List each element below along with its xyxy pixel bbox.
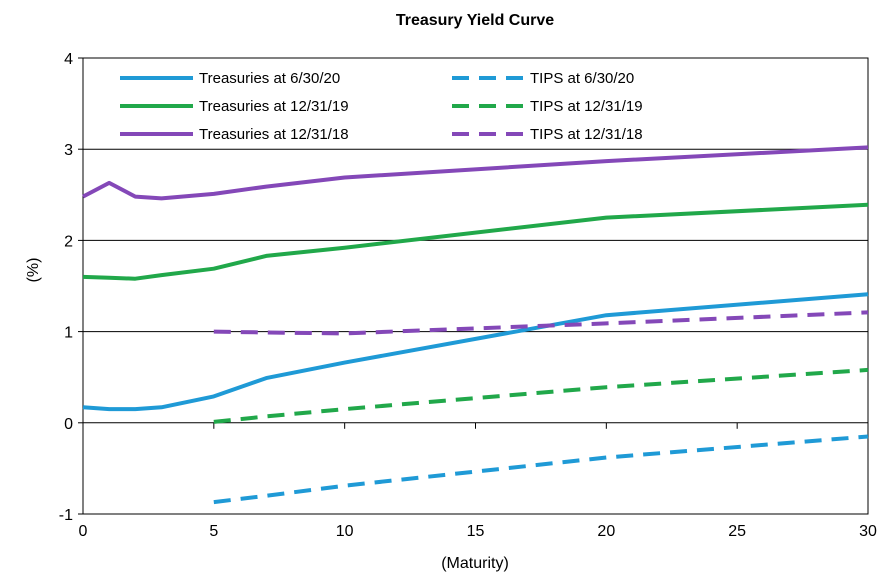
plot-frame xyxy=(82,57,869,515)
series-line-0 xyxy=(82,292,869,412)
y-tick-label: -1 xyxy=(59,507,73,524)
series-layer xyxy=(82,145,869,505)
series-line-2 xyxy=(82,145,869,201)
legend-entry-5: TIPS at 12/31/18 xyxy=(452,126,643,143)
legend-label: Treasuries at 6/30/20 xyxy=(199,70,340,87)
x-tick-label: 5 xyxy=(209,523,218,540)
legend-label: Treasuries at 12/31/18 xyxy=(199,126,349,143)
series-line-4 xyxy=(213,367,869,424)
y-axis-label: (%) xyxy=(25,258,42,283)
legend: Treasuries at 6/30/20 Treasuries at 12/31… xyxy=(120,70,643,143)
series-line-3 xyxy=(213,434,869,505)
legend-entry-1: Treasuries at 12/31/19 xyxy=(120,98,349,115)
legend-label: TIPS at 12/31/19 xyxy=(530,98,643,115)
x-tick-label: 30 xyxy=(859,523,877,540)
series-line-1 xyxy=(82,202,869,281)
y-tick-label: 3 xyxy=(64,142,73,159)
legend-entry-4: TIPS at 12/31/19 xyxy=(452,98,643,115)
series-line-5 xyxy=(213,310,869,336)
x-axis-label: (Maturity) xyxy=(441,555,509,572)
y-tick-label: 0 xyxy=(64,416,73,433)
legend-entry-2: Treasuries at 12/31/18 xyxy=(120,126,349,143)
gridlines xyxy=(83,148,868,424)
x-tick-label: 15 xyxy=(467,523,485,540)
y-tick-label: 1 xyxy=(64,325,73,342)
chart-title: Treasury Yield Curve xyxy=(396,12,554,29)
axes: -1 0 1 2 3 4 0 5 10 15 20 25 30 xyxy=(59,51,877,540)
y-tick-label: 2 xyxy=(64,233,73,250)
x-tick-label: 25 xyxy=(728,523,746,540)
y-tick-label: 4 xyxy=(64,51,73,68)
legend-entry-0: Treasuries at 6/30/20 xyxy=(120,70,340,87)
legend-label: Treasuries at 12/31/19 xyxy=(199,98,349,115)
x-tick-label: 10 xyxy=(336,523,354,540)
legend-label: TIPS at 6/30/20 xyxy=(530,70,634,87)
x-tick-label: 20 xyxy=(597,523,615,540)
x-tick-label: 0 xyxy=(79,523,88,540)
legend-label: TIPS at 12/31/18 xyxy=(530,126,643,143)
legend-entry-3: TIPS at 6/30/20 xyxy=(452,70,634,87)
